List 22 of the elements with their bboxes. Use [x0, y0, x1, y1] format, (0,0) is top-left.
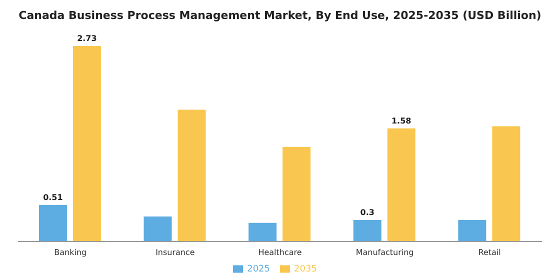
x-tick-label: Retail [478, 248, 501, 258]
legend-label: 2025 [247, 264, 270, 274]
data-label: 0.51 [43, 193, 64, 202]
data-label: 0.3 [360, 208, 374, 218]
x-tick-label: Banking [54, 248, 87, 258]
data-label: 1.58 [391, 116, 412, 126]
bar [178, 110, 206, 242]
bar [248, 222, 277, 242]
bar [282, 146, 311, 242]
x-tick-label: Manufacturing [356, 248, 414, 258]
bar [458, 220, 486, 242]
bar [144, 216, 172, 242]
chart-title: Canada Business Process Management Market, By End Use, 2025-2035 (USD Billion) [18, 8, 542, 24]
bar [353, 220, 382, 242]
x-tick-label: Healthcare [258, 248, 302, 258]
bar [72, 46, 101, 242]
bar [492, 126, 520, 242]
bar [387, 128, 416, 242]
data-label: 2.73 [77, 34, 97, 43]
x-tick-label: Insurance [156, 248, 195, 258]
legend-label: 2035 [294, 264, 317, 274]
bar [38, 205, 67, 242]
